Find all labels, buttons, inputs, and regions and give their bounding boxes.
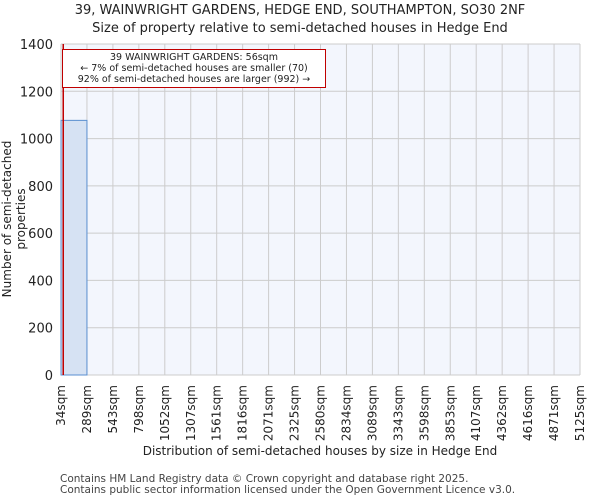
y-tick-label: 1200: [20, 85, 53, 100]
x-tick-label: 3598sqm: [417, 385, 431, 441]
x-tick-label: 543sqm: [106, 385, 120, 433]
chart-title: 39, WAINWRIGHT GARDENS, HEDGE END, SOUTH…: [74, 3, 526, 18]
annotation-line-3: 92% of semi-detached houses are larger (…: [77, 74, 311, 85]
x-tick-label: 2071sqm: [262, 385, 276, 441]
x-tick-label: 3853sqm: [443, 385, 457, 441]
x-tick-label: 1561sqm: [210, 385, 224, 441]
y-tick-label: 600: [28, 227, 53, 242]
x-axis-label: Distribution of semi-detached houses by …: [142, 444, 498, 458]
footer-copyright: Contains HM Land Registry data © Crown c…: [60, 473, 469, 485]
annotation-line-1: 39 WAINWRIGHT GARDENS: 56sqm: [110, 52, 278, 63]
x-tick-label: 5125sqm: [573, 385, 587, 441]
y-axis-label: Number of semi-detached properties: [0, 140, 28, 298]
x-tick-label: 2834sqm: [339, 385, 353, 441]
x-tick-label: 4362sqm: [495, 385, 509, 441]
x-tick-label: 3343sqm: [391, 385, 405, 441]
x-tick-label: 1307sqm: [184, 385, 198, 441]
y-tick-label: 200: [28, 322, 53, 337]
y-tick-label: 1400: [20, 38, 53, 53]
x-tick-label: 4871sqm: [547, 385, 561, 441]
footer-licence: Contains public sector information licen…: [60, 484, 516, 496]
x-tick-label: 2325sqm: [288, 385, 302, 441]
histogram-bar: [60, 119, 88, 376]
x-tick-label: 289sqm: [80, 385, 94, 433]
chart-subtitle: Size of property relative to semi-detach…: [92, 21, 508, 36]
y-tick-label: 1000: [20, 133, 53, 148]
property-annotation-box: 39 WAINWRIGHT GARDENS: 56sqm ← 7% of sem…: [62, 49, 326, 88]
x-tick-label: 2580sqm: [314, 385, 328, 441]
y-tick-label: 800: [28, 180, 53, 195]
y-tick-label: 400: [28, 274, 53, 289]
x-tick-label: 34sqm: [54, 385, 68, 426]
x-tick-label: 4616sqm: [521, 385, 535, 441]
x-tick-label: 1816sqm: [236, 385, 250, 441]
x-tick-label: 798sqm: [132, 385, 146, 433]
x-tick-label: 1052sqm: [158, 385, 172, 441]
y-tick-label: 0: [45, 369, 53, 384]
x-tick-label: 3089sqm: [365, 385, 379, 441]
annotation-line-2: ← 7% of semi-detached houses are smaller…: [80, 63, 308, 74]
x-tick-label: 4107sqm: [469, 385, 483, 441]
